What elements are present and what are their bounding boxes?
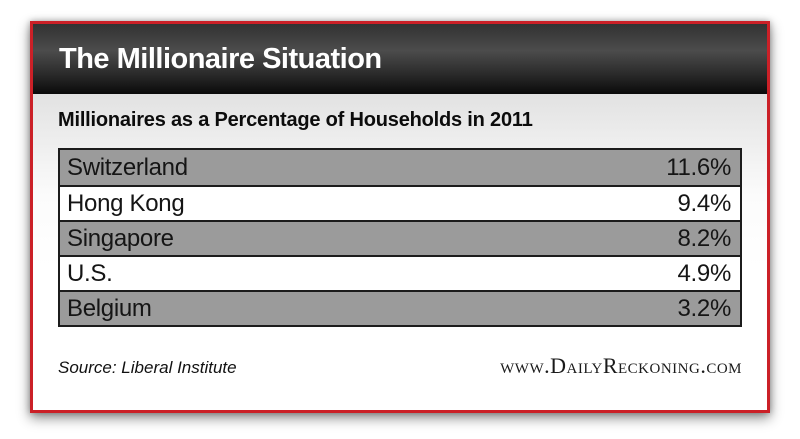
country-label: U.S. [67, 259, 113, 287]
website-text: www.DailyReckoning.com [500, 353, 742, 378]
chart-title: The Millionaire Situation [59, 42, 382, 75]
data-table: Switzerland 11.6% Hong Kong 9.4% Singapo… [58, 148, 742, 327]
chart-title-bar: The Millionaire Situation [33, 24, 767, 94]
percentage-value: 3.2% [677, 294, 731, 322]
chart-footer: Source: Liberal Institute www.DailyRecko… [58, 353, 742, 379]
infographic-card: The Millionaire Situation Millionaires a… [30, 21, 770, 413]
country-label: Singapore [67, 224, 174, 252]
chart-subtitle: Millionaires as a Percentage of Househol… [58, 109, 533, 131]
country-label: Switzerland [67, 153, 188, 181]
table-row: Belgium 3.2% [60, 290, 740, 325]
source-note: Source: Liberal Institute [58, 358, 237, 377]
table-row: Switzerland 11.6% [60, 150, 740, 185]
country-label: Hong Kong [67, 189, 185, 217]
country-label: Belgium [67, 294, 152, 322]
page: { "header": { "title": "The Millionaire … [0, 21, 800, 439]
percentage-value: 9.4% [677, 189, 731, 217]
table-row: Hong Kong 9.4% [60, 185, 740, 220]
table-row: Singapore 8.2% [60, 220, 740, 255]
table-row: U.S. 4.9% [60, 255, 740, 290]
percentage-value: 8.2% [677, 224, 731, 252]
percentage-value: 4.9% [677, 259, 731, 287]
chart-content: Millionaires as a Percentage of Househol… [33, 94, 767, 410]
percentage-value: 11.6% [666, 153, 731, 181]
